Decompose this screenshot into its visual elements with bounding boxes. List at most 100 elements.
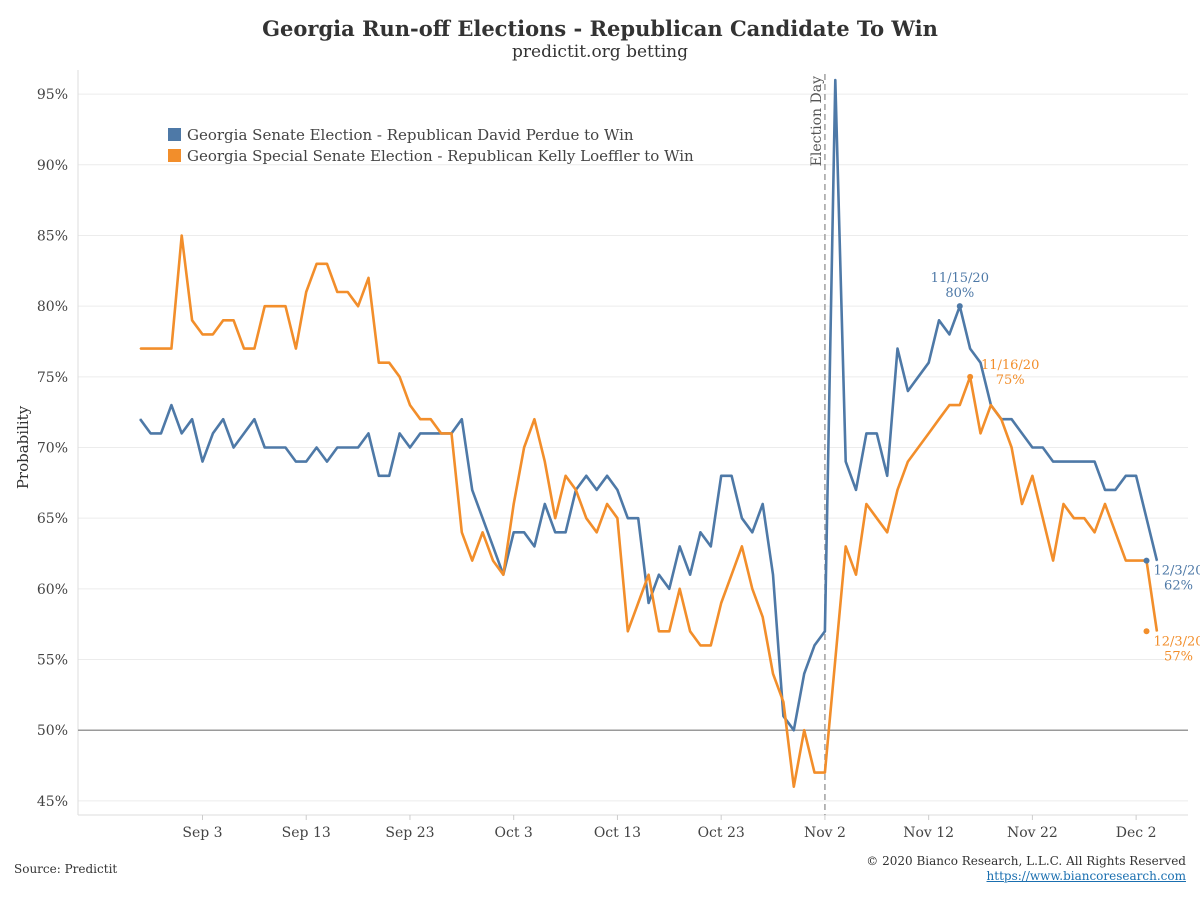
data-point: [316, 263, 318, 265]
source-note: Source: Predictit: [14, 862, 118, 876]
data-point: [699, 644, 702, 647]
data-point: [565, 475, 567, 477]
x-tick-label: Oct 13: [594, 825, 641, 841]
data-point: [243, 432, 245, 434]
annotation-marker: [956, 303, 963, 310]
annotation-date: 11/16/20: [981, 358, 1039, 373]
data-point: [658, 574, 660, 576]
data-point: [181, 432, 183, 434]
annotation-marker: [1143, 628, 1150, 635]
x-tick-label: Dec 2: [1116, 825, 1157, 841]
data-point: [865, 503, 868, 505]
data-point: [979, 432, 982, 434]
data-point: [1094, 461, 1096, 463]
data-point: [720, 475, 722, 477]
data-point: [834, 79, 836, 81]
data-point: [150, 432, 152, 434]
data-point: [554, 517, 556, 519]
data-point: [596, 489, 598, 491]
data-point: [316, 446, 318, 449]
data-point: [1073, 517, 1075, 519]
y-tick-label: 50%: [37, 723, 68, 739]
y-tick-label: 85%: [37, 228, 68, 244]
data-point: [1062, 461, 1065, 463]
data-point: [616, 517, 619, 519]
data-point: [710, 644, 712, 647]
y-tick-label: 55%: [37, 653, 68, 669]
y-axis-title: Probability: [14, 405, 32, 489]
data-point: [679, 588, 681, 590]
data-point: [409, 404, 411, 406]
data-point: [668, 588, 670, 590]
election-day-label: Election Day: [809, 76, 825, 166]
data-point: [170, 348, 172, 350]
data-point: [139, 418, 141, 420]
data-point: [274, 305, 276, 307]
data-point: [1104, 489, 1106, 491]
data-point: [762, 503, 764, 505]
data-point: [959, 404, 961, 406]
data-point: [648, 602, 650, 604]
data-point: [222, 418, 224, 420]
x-tick-label: Nov 22: [1007, 825, 1058, 841]
data-point: [336, 446, 338, 449]
y-tick-label: 60%: [37, 582, 68, 598]
data-point: [1094, 531, 1096, 533]
copyright-block: © 2020 Bianco Research, L.L.C. All Right…: [866, 854, 1186, 884]
data-point: [1011, 446, 1013, 449]
annotation-value: 62%: [1164, 579, 1193, 594]
data-point: [482, 517, 484, 519]
website-link[interactable]: https://www.biancoresearch.com: [986, 869, 1186, 883]
data-point: [160, 432, 162, 434]
data-point: [1052, 461, 1054, 463]
data-point: [876, 432, 878, 434]
data-point: [637, 602, 639, 604]
data-point: [523, 531, 525, 533]
data-point: [658, 630, 660, 632]
data-point: [699, 531, 702, 533]
data-point: [419, 418, 421, 420]
data-point: [430, 432, 432, 434]
data-point: [886, 475, 888, 477]
data-point: [461, 531, 463, 533]
data-point: [440, 432, 442, 434]
data-point: [357, 305, 359, 307]
data-point: [928, 362, 930, 364]
data-point: [1031, 475, 1033, 477]
data-point: [160, 348, 162, 350]
data-point: [544, 461, 546, 463]
data-point: [191, 319, 193, 321]
data-point: [222, 319, 224, 321]
legend-label: Georgia Special Senate Election - Republ…: [187, 147, 694, 165]
data-point: [896, 348, 899, 350]
data-point: [990, 404, 992, 406]
copyright-text: © 2020 Bianco Research, L.L.C. All Right…: [866, 854, 1186, 868]
series-line-loeffler: [140, 234, 1159, 789]
data-point: [1021, 432, 1023, 434]
data-point: [419, 432, 421, 434]
annotation-value: 80%: [945, 286, 974, 301]
data-point: [648, 574, 650, 576]
data-point: [253, 418, 255, 420]
data-point: [845, 461, 847, 463]
data-point: [865, 432, 868, 434]
data-point: [201, 461, 204, 463]
data-point: [668, 630, 670, 632]
data-point: [1125, 475, 1127, 477]
data-point: [679, 545, 681, 548]
series-line-perdue: [139, 78, 1159, 732]
data-point: [326, 461, 328, 463]
data-point: [948, 404, 951, 406]
data-point: [1062, 503, 1065, 505]
data-point: [201, 333, 204, 335]
data-point: [1125, 560, 1127, 562]
data-point: [388, 475, 390, 477]
chart-subtitle: predictit.org betting: [512, 42, 688, 62]
y-tick-label: 70%: [37, 441, 68, 457]
data-point: [284, 305, 287, 307]
data-point: [336, 291, 338, 293]
data-point: [492, 545, 494, 548]
data-point: [834, 658, 836, 661]
data-point: [979, 362, 982, 364]
annotation-marker: [967, 373, 974, 380]
